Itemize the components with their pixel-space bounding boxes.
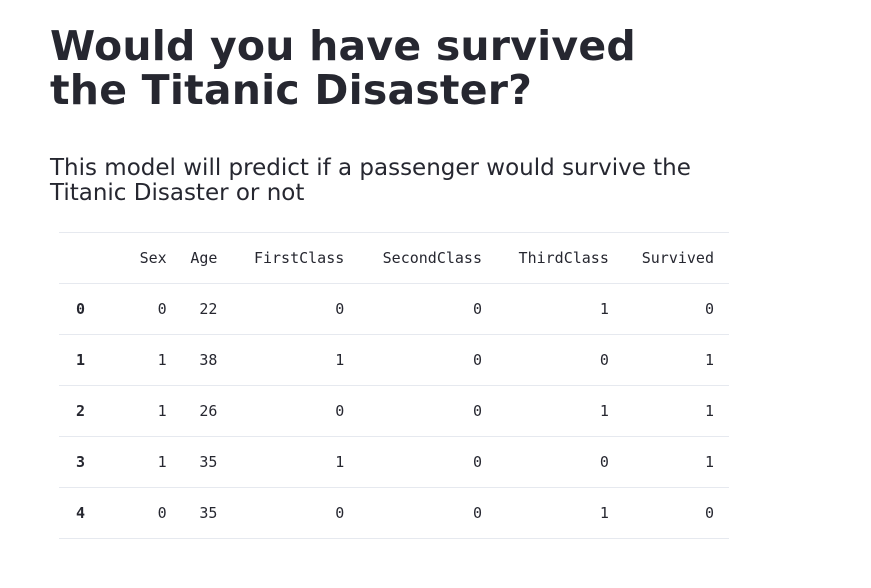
table-cell: 1 xyxy=(497,487,624,539)
page-subtitle: This model will predict if a passenger w… xyxy=(50,155,691,206)
table-cell: 35 xyxy=(181,436,233,488)
table-cell: 38 xyxy=(181,334,233,386)
table-cell: 1 xyxy=(623,385,729,437)
table-cell: 1 xyxy=(131,436,182,488)
column-header[interactable]: Age xyxy=(181,232,233,284)
table-cell: 0 xyxy=(232,487,360,539)
table-cell: 22 xyxy=(181,283,233,335)
table-cell: 1 xyxy=(497,385,624,437)
table-cell: 1 xyxy=(623,436,729,488)
row-index: 3 xyxy=(59,436,131,488)
row-index: 0 xyxy=(59,283,131,335)
table-cell: 1 xyxy=(131,385,182,437)
table-cell: 1 xyxy=(497,283,624,335)
table-cell: 0 xyxy=(359,283,497,335)
table-cell: 0 xyxy=(232,385,360,437)
table-cell: 0 xyxy=(623,283,729,335)
column-header[interactable]: FirstClass xyxy=(232,232,360,284)
table-cell: 1 xyxy=(623,334,729,386)
row-index: 4 xyxy=(59,487,131,539)
table-cell: 0 xyxy=(623,487,729,539)
page-title: Would you have survived the Titanic Disa… xyxy=(50,22,636,114)
table-cell: 0 xyxy=(497,334,624,386)
index-header xyxy=(59,232,131,284)
table-row: 4 0 35 0 0 1 0 xyxy=(59,487,729,539)
table-row: 3 1 35 1 0 0 1 xyxy=(59,436,729,488)
dataframe-table[interactable]: Sex Age FirstClass SecondClass ThirdClas… xyxy=(59,232,729,539)
table-cell: 0 xyxy=(359,385,497,437)
table-row: 0 0 22 0 0 1 0 xyxy=(59,283,729,335)
table-cell: 0 xyxy=(497,436,624,488)
column-header[interactable]: Sex xyxy=(131,232,182,284)
table-cell: 35 xyxy=(181,487,233,539)
table-cell: 0 xyxy=(359,487,497,539)
table-row: 2 1 26 0 0 1 1 xyxy=(59,385,729,437)
table-cell: 0 xyxy=(131,283,182,335)
passenger-table: Sex Age FirstClass SecondClass ThirdClas… xyxy=(59,232,729,539)
table-row: 1 1 38 1 0 0 1 xyxy=(59,334,729,386)
table-cell: 0 xyxy=(232,283,360,335)
table-cell: 1 xyxy=(232,436,360,488)
row-index: 1 xyxy=(59,334,131,386)
table-cell: 26 xyxy=(181,385,233,437)
column-header[interactable]: SecondClass xyxy=(359,232,497,284)
table-header-row: Sex Age FirstClass SecondClass ThirdClas… xyxy=(59,232,729,284)
column-header[interactable]: Survived xyxy=(623,232,729,284)
table-cell: 1 xyxy=(232,334,360,386)
row-index: 2 xyxy=(59,385,131,437)
table-cell: 0 xyxy=(359,334,497,386)
table-cell: 0 xyxy=(359,436,497,488)
table-cell: 1 xyxy=(131,334,182,386)
column-header[interactable]: ThirdClass xyxy=(497,232,624,284)
table-cell: 0 xyxy=(131,487,182,539)
